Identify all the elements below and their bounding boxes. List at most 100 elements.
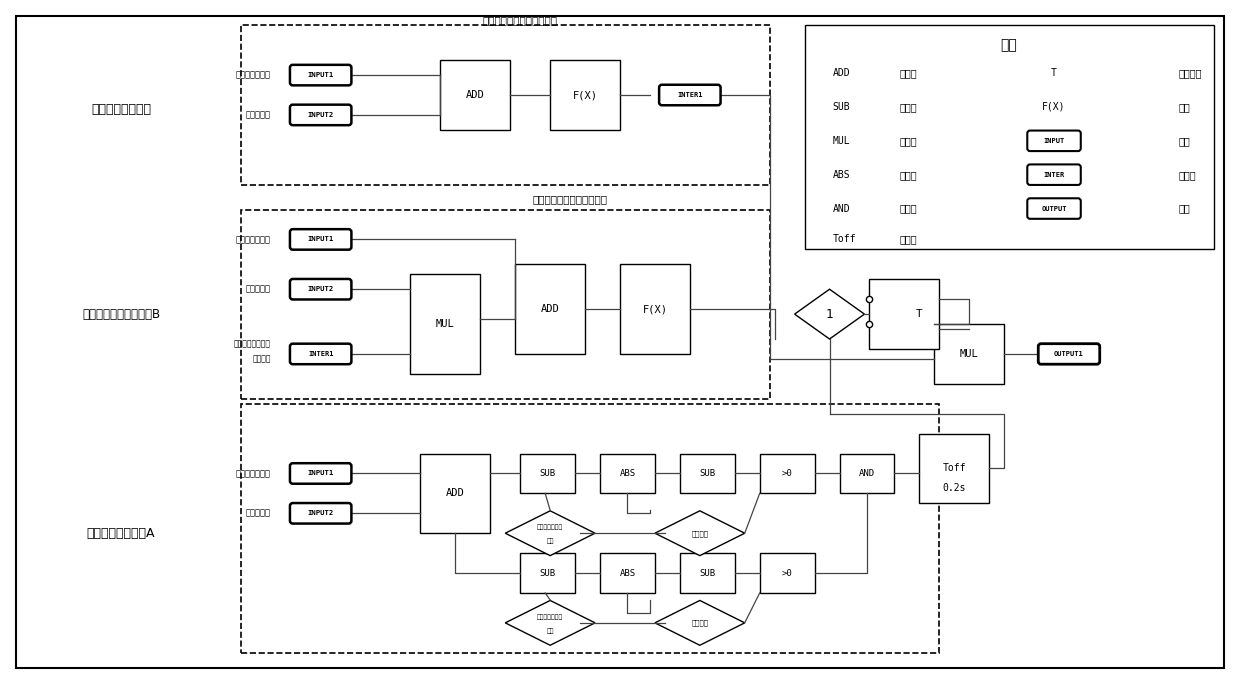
Bar xyxy=(919,434,990,503)
Text: INPUT2: INPUT2 xyxy=(308,510,334,516)
Text: 心点: 心点 xyxy=(547,628,554,633)
Text: INPUT1: INPUT1 xyxy=(308,471,334,477)
FancyBboxPatch shape xyxy=(1027,164,1081,185)
Text: 阀门流量给定値: 阀门流量给定値 xyxy=(236,235,270,244)
Text: MUL: MUL xyxy=(960,349,978,359)
Text: >0: >0 xyxy=(781,469,792,478)
Text: F(X): F(X) xyxy=(573,90,598,100)
Bar xyxy=(420,453,490,534)
Text: 逻辑与: 逻辑与 xyxy=(899,204,918,213)
Polygon shape xyxy=(505,511,595,555)
FancyBboxPatch shape xyxy=(1027,131,1081,151)
Bar xyxy=(410,274,480,374)
Text: ABS: ABS xyxy=(620,568,636,577)
Bar xyxy=(551,60,620,130)
Text: MUL: MUL xyxy=(832,136,851,146)
Bar xyxy=(241,209,770,399)
Text: 第一非线性区中: 第一非线性区中 xyxy=(537,525,563,530)
Text: SUB: SUB xyxy=(699,469,715,478)
FancyBboxPatch shape xyxy=(290,463,351,484)
Bar xyxy=(805,25,1214,250)
Text: ADD: ADD xyxy=(832,68,851,78)
Text: 阀门非线性区一次: 阀门非线性区一次 xyxy=(234,339,270,348)
Text: ADD: ADD xyxy=(541,304,559,314)
Text: 阀门流量给定値: 阀门流量给定値 xyxy=(236,70,270,79)
FancyBboxPatch shape xyxy=(1038,343,1100,364)
Bar xyxy=(600,553,655,593)
Text: ABS: ABS xyxy=(832,170,851,180)
Bar xyxy=(680,453,735,493)
FancyBboxPatch shape xyxy=(290,503,351,523)
Text: MUL: MUL xyxy=(436,319,455,329)
Text: 减法器: 减法器 xyxy=(899,102,918,112)
Text: INPUT1: INPUT1 xyxy=(308,72,334,78)
FancyBboxPatch shape xyxy=(290,105,351,125)
Text: >0: >0 xyxy=(781,568,792,577)
Text: SUB: SUB xyxy=(699,568,715,577)
Text: 调频流量値: 调频流量値 xyxy=(246,285,270,293)
Text: T: T xyxy=(1052,68,1056,78)
FancyBboxPatch shape xyxy=(290,229,351,250)
Polygon shape xyxy=(655,601,745,645)
Text: INPUT1: INPUT1 xyxy=(308,237,334,242)
Text: 补唇系数: 补唇系数 xyxy=(252,354,270,363)
Text: Toff: Toff xyxy=(832,235,856,244)
Bar xyxy=(934,324,1004,384)
Text: 示例: 示例 xyxy=(1001,38,1018,52)
Text: 死区范围: 死区范围 xyxy=(692,530,708,536)
Text: 阀门流量给定値: 阀门流量给定値 xyxy=(236,469,270,478)
Text: Toff: Toff xyxy=(942,464,966,473)
Bar xyxy=(680,553,735,593)
FancyBboxPatch shape xyxy=(290,343,351,364)
Text: 中间値: 中间値 xyxy=(1179,170,1197,180)
Text: OUTPUT: OUTPUT xyxy=(1042,206,1066,211)
Text: 延时器: 延时器 xyxy=(899,235,918,244)
Bar xyxy=(760,453,815,493)
Text: T: T xyxy=(916,309,923,319)
Text: 非线性区二次补唇模块B: 非线性区二次补唇模块B xyxy=(82,308,160,321)
Text: 条件转换: 条件转换 xyxy=(1179,68,1203,78)
Text: 函数: 函数 xyxy=(1179,102,1190,112)
Text: 输出: 输出 xyxy=(1179,204,1190,213)
Text: INPUT2: INPUT2 xyxy=(308,286,334,292)
Bar xyxy=(620,264,689,354)
Polygon shape xyxy=(505,601,595,645)
Bar xyxy=(440,60,510,130)
Text: AND: AND xyxy=(859,469,875,478)
Bar xyxy=(869,279,939,349)
Bar xyxy=(521,553,575,593)
Text: 第二非线性区中: 第二非线性区中 xyxy=(537,614,563,620)
Text: INTER: INTER xyxy=(1043,172,1065,178)
Text: F(X): F(X) xyxy=(1043,102,1065,112)
Bar xyxy=(516,264,585,354)
Bar xyxy=(760,553,815,593)
Text: 乘法器: 乘法器 xyxy=(899,136,918,146)
Text: 输入: 输入 xyxy=(1179,136,1190,146)
Text: 1: 1 xyxy=(826,308,833,321)
Text: 阀门非线性区二次补唇函数: 阀门非线性区二次补唇函数 xyxy=(533,194,608,205)
Text: 加法器: 加法器 xyxy=(899,68,918,78)
Text: 阀门非线性区一次补唇函数: 阀门非线性区一次补唇函数 xyxy=(482,15,558,25)
Text: SUB: SUB xyxy=(832,102,851,112)
Bar xyxy=(241,404,939,653)
Text: AND: AND xyxy=(832,204,851,213)
Text: 调频流量値: 调频流量値 xyxy=(246,110,270,120)
Text: 非线性区判断模块A: 非线性区判断模块A xyxy=(87,527,155,540)
Text: INPUT2: INPUT2 xyxy=(308,112,334,118)
FancyBboxPatch shape xyxy=(290,65,351,86)
FancyBboxPatch shape xyxy=(290,279,351,300)
Bar xyxy=(600,453,655,493)
Text: SUB: SUB xyxy=(539,469,556,478)
Text: 一次调频控制电路: 一次调频控制电路 xyxy=(91,103,151,116)
Text: ADD: ADD xyxy=(466,90,485,100)
Bar xyxy=(521,453,575,493)
Text: 调频流量値: 调频流量値 xyxy=(246,509,270,518)
Bar xyxy=(241,25,770,185)
Text: 心点: 心点 xyxy=(547,538,554,544)
Text: INTER1: INTER1 xyxy=(677,92,703,98)
Text: 0.2s: 0.2s xyxy=(942,484,966,493)
Text: F(X): F(X) xyxy=(642,304,667,314)
Polygon shape xyxy=(655,511,745,555)
Text: INPUT: INPUT xyxy=(1043,137,1065,144)
Text: SUB: SUB xyxy=(539,568,556,577)
